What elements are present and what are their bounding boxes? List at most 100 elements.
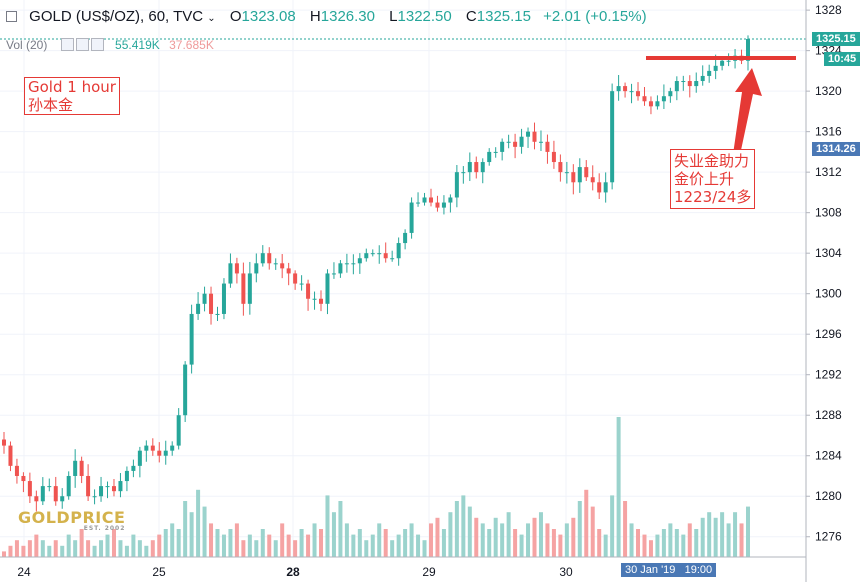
candle-body <box>247 273 252 304</box>
volume-bar <box>357 529 362 557</box>
candle-body <box>299 283 304 285</box>
note-title[interactable]: Gold 1 hour 孙本金 <box>24 77 120 115</box>
volume-label[interactable]: Vol (20) <box>6 38 48 52</box>
volume-bar <box>247 534 252 557</box>
candle-body <box>351 263 356 265</box>
chevron-down-icon[interactable]: ⌄ <box>207 13 216 24</box>
candle-body <box>538 141 543 143</box>
crosshair-date: 30 Jan '19 <box>625 564 676 576</box>
volume-bar <box>157 534 162 557</box>
high-label: H <box>309 8 321 25</box>
volume-bar <box>681 534 686 557</box>
volume-bar <box>610 495 615 557</box>
close-icon[interactable] <box>90 38 104 51</box>
volume-bar <box>746 506 750 557</box>
volume-bar <box>254 540 259 557</box>
candle-body <box>280 263 285 269</box>
volume-bar <box>215 529 220 557</box>
note-comment[interactable]: 失业金助力 金价上升 1223/24多 <box>670 149 756 209</box>
chart-header: GOLD (US$/OZ), 60, TVC ⌄ O1323.08 H1326.… <box>0 0 805 52</box>
volume-bar <box>370 534 375 557</box>
price-tick-label: 1284 <box>815 449 842 463</box>
candle-body <box>73 460 78 476</box>
candle-body <box>726 60 731 62</box>
time-tick-label: 30 <box>559 565 573 579</box>
candle-body <box>545 141 550 152</box>
candle-body <box>99 486 104 497</box>
volume-bar <box>280 523 285 557</box>
volume-bar <box>40 540 45 557</box>
price-axis[interactable]: 1276 1280 1284 1288 1292 1296 1300 1304 1308 1312… <box>805 0 842 582</box>
volume-bar <box>299 529 304 557</box>
collapse-icon[interactable] <box>6 11 17 22</box>
time-axis[interactable]: 24 25 28 29 30 <box>0 556 806 579</box>
symbol-title[interactable]: GOLD (US$/OZ), 60, TVC <box>29 8 204 25</box>
volume-bar <box>506 512 511 557</box>
volume-bar <box>493 517 498 557</box>
candle-body <box>79 460 84 476</box>
volume-bar <box>260 529 265 557</box>
candle-body <box>674 81 679 92</box>
volume-bar <box>111 529 116 557</box>
price-tick-label: 1316 <box>815 125 842 139</box>
volume-bar <box>403 529 408 557</box>
volume-bar <box>707 512 712 557</box>
volume-bar <box>577 501 582 557</box>
candle-body <box>597 182 602 193</box>
candle-body <box>176 415 181 446</box>
volume-bar <box>551 529 556 557</box>
candle-body <box>558 162 563 173</box>
note-comment-line2: 金价上升 <box>674 170 735 188</box>
volume-bar <box>416 534 421 557</box>
candle-body <box>163 450 168 456</box>
volume-bar <box>584 489 589 557</box>
volume-bar <box>137 540 142 557</box>
volume-bar <box>383 529 388 557</box>
open-value: 1323.08 <box>241 8 296 25</box>
candle-body <box>27 481 32 497</box>
volume-bar <box>454 501 459 557</box>
candle-body <box>377 253 382 255</box>
volume-bar <box>422 540 427 557</box>
time-tick-label: 29 <box>422 565 436 579</box>
candle-body <box>86 475 91 497</box>
volume-bar <box>8 545 13 557</box>
ohlc-legend: GOLD (US$/OZ), 60, TVC ⌄ O1323.08 H1326.… <box>6 8 647 25</box>
volume-bar <box>739 523 744 557</box>
candle-body <box>209 293 214 314</box>
logo-text: GOLDPRICE <box>18 508 126 527</box>
price-tick-label: 1304 <box>815 246 842 260</box>
volume-bar <box>99 540 104 557</box>
candle-body <box>170 445 175 451</box>
candle-body <box>441 202 446 208</box>
note-comment-line3: 1223/24多 <box>674 188 752 206</box>
candle-body <box>584 167 589 178</box>
gear-icon[interactable] <box>75 38 89 51</box>
volume-bar <box>273 540 278 557</box>
volume-bar <box>629 523 634 557</box>
candle-body <box>267 253 272 264</box>
volume-bar <box>590 506 595 557</box>
candle-body <box>577 167 582 183</box>
volume-bar <box>351 534 356 557</box>
eye-icon[interactable] <box>60 38 74 51</box>
crosshair-date-tag: 30 Jan '19 19:00 <box>621 563 717 577</box>
candle-body <box>105 486 110 488</box>
volume-bar <box>597 529 602 557</box>
volume-bar <box>694 529 699 557</box>
candle-body <box>519 136 524 147</box>
candle-body <box>325 273 330 304</box>
volume-bar <box>312 523 317 557</box>
candle-body <box>564 172 569 174</box>
volume-bar <box>189 512 194 557</box>
volume-bar <box>467 506 472 557</box>
candle-body <box>150 445 155 451</box>
candle-body <box>629 91 634 93</box>
volume-bar <box>487 529 492 557</box>
volume-bar <box>623 501 628 557</box>
low-value: 1322.50 <box>397 8 452 25</box>
candle-body <box>228 263 233 284</box>
volume-bar <box>293 540 298 557</box>
volume-bar <box>642 534 647 557</box>
